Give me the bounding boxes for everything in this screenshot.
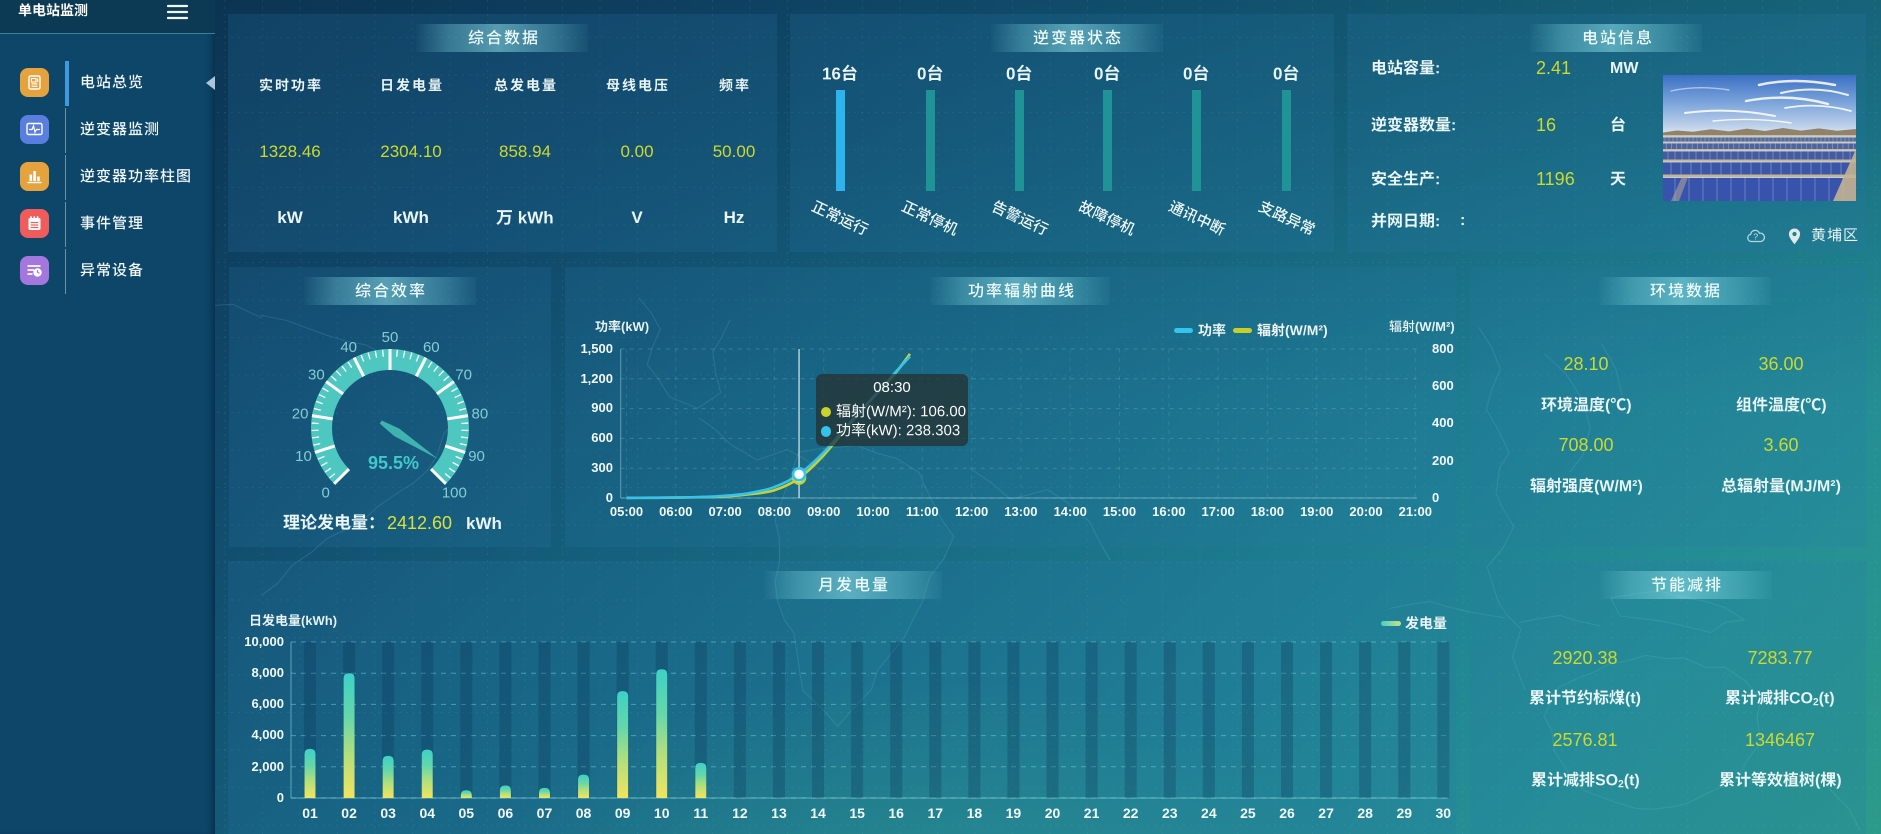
svg-text:20: 20 bbox=[292, 406, 309, 423]
svg-text:40: 40 bbox=[340, 339, 357, 356]
svg-text:0: 0 bbox=[321, 484, 329, 501]
svg-text:60: 60 bbox=[423, 339, 440, 356]
svg-text:95.5%: 95.5% bbox=[368, 453, 419, 473]
svg-text:70: 70 bbox=[455, 366, 472, 383]
svg-text:90: 90 bbox=[468, 448, 485, 465]
svg-text:80: 80 bbox=[472, 406, 489, 423]
svg-text:100: 100 bbox=[442, 484, 467, 501]
svg-text:10: 10 bbox=[295, 448, 312, 465]
svg-text:?: ? bbox=[1753, 232, 1758, 242]
svg-text:50: 50 bbox=[382, 329, 399, 346]
svg-text:30: 30 bbox=[308, 366, 325, 383]
